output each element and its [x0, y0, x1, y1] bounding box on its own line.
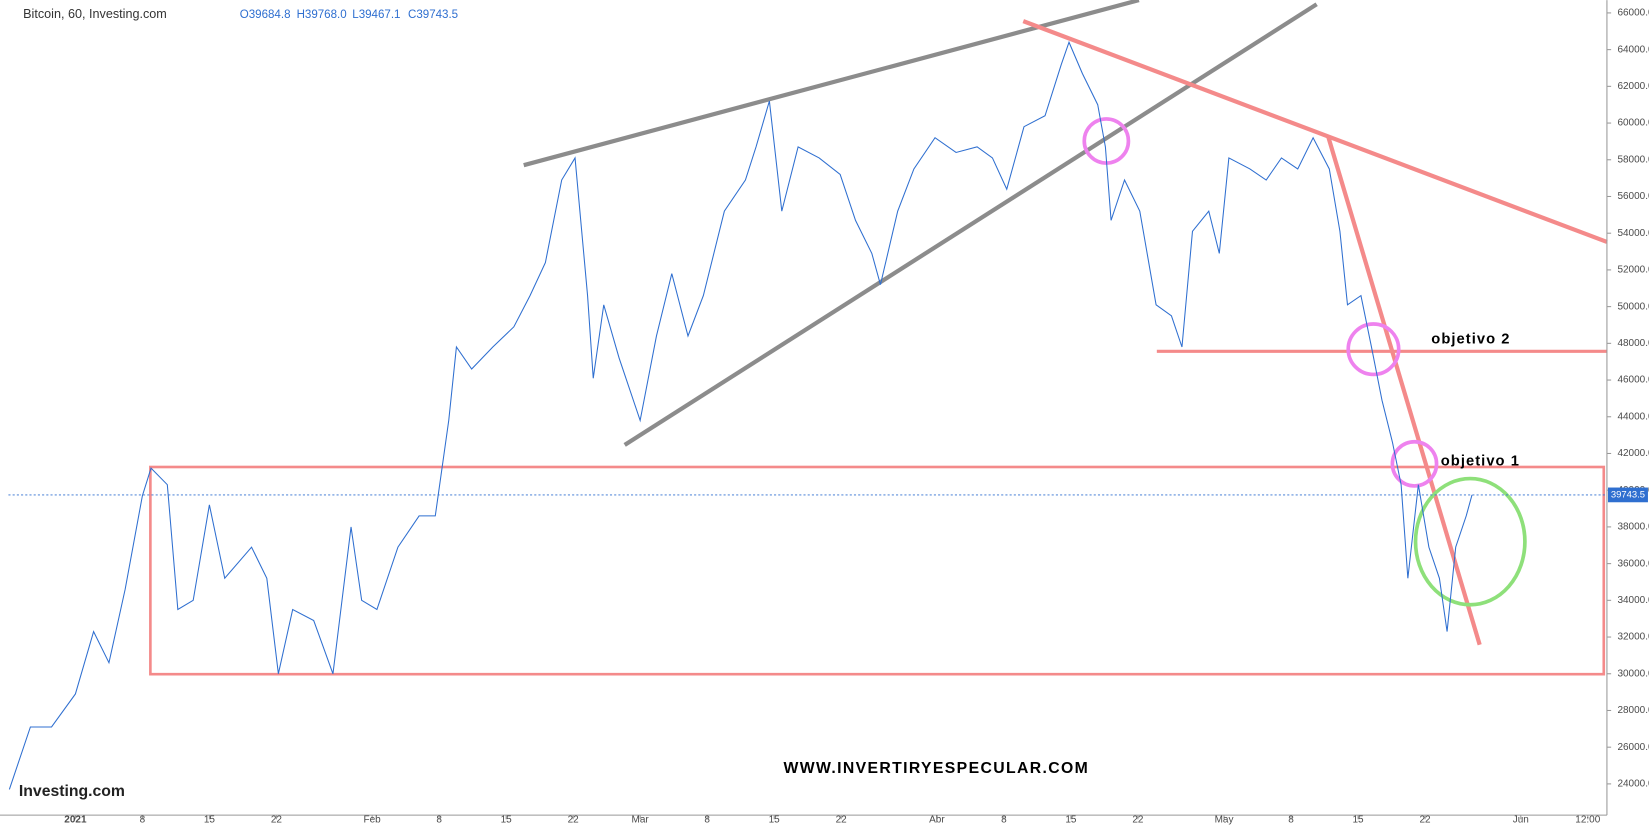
x-tick-label: 15: [769, 814, 781, 825]
y-tick-label: 60000.0: [1617, 118, 1649, 129]
y-tick-label: 38000.0: [1617, 522, 1649, 533]
y-tick-label: 32000.0: [1617, 632, 1649, 643]
highlight-ellipse: [1413, 476, 1527, 607]
last-price-box: [1607, 487, 1648, 503]
x-tick-label: Abr: [929, 814, 945, 825]
x-tick-label: 8: [1001, 814, 1007, 825]
y-tick-label: 50000.0: [1617, 301, 1649, 312]
x-tick-label: 15: [1353, 814, 1365, 825]
y-tick-label: 46000.0: [1617, 375, 1649, 386]
y-tick-label: 62000.0: [1617, 81, 1649, 92]
x-tick-label: Mar: [632, 814, 650, 825]
x-tick-label: 8: [704, 814, 710, 825]
y-tick-label: 56000.0: [1617, 191, 1649, 202]
ohlc-close: C39743.5: [408, 9, 458, 21]
x-tick-label: 22: [1132, 814, 1144, 825]
ohlc-low: L39467.1: [352, 9, 400, 21]
chart-title: Bitcoin, 60, Investing.com: [23, 7, 167, 21]
y-tick-label: 44000.0: [1617, 411, 1649, 422]
y-tick-label: 26000.0: [1617, 742, 1649, 753]
x-tick-label: 8: [140, 814, 146, 825]
y-tick-label: 66000.0: [1617, 8, 1649, 19]
range-box: [149, 465, 1606, 676]
y-tick-label: 30000.0: [1617, 668, 1649, 679]
y-tick-label: 36000.0: [1617, 558, 1649, 569]
annotation: objetivo 2: [1431, 332, 1510, 348]
y-tick-label: 58000.0: [1617, 154, 1649, 165]
ohlc-high: H39768.0: [297, 9, 347, 21]
x-tick-label: 22: [271, 814, 283, 825]
ohlc-open: O39684.8: [240, 9, 291, 21]
x-tick-label: 22: [1420, 814, 1432, 825]
highlight-circle: [1390, 439, 1439, 488]
y-tick-label: 54000.0: [1617, 228, 1649, 239]
y-tick-label: 52000.0: [1617, 265, 1649, 276]
x-tick-label: 12:00: [1575, 814, 1600, 825]
x-tick-label: 15: [204, 814, 216, 825]
trend-line: [1326, 136, 1482, 646]
y-tick-label: 24000.0: [1617, 779, 1649, 790]
y-tick-label: 48000.0: [1617, 338, 1649, 349]
trend-line: [1022, 19, 1608, 244]
source-logo: Investing.com: [19, 783, 125, 800]
x-tick-label: 22: [568, 814, 580, 825]
price-line: [8, 40, 1473, 790]
y-tick-label: 34000.0: [1617, 595, 1649, 606]
last-price-label: 39743.5: [1611, 489, 1645, 500]
y-tick-label: 64000.0: [1617, 44, 1649, 55]
x-tick-label: 8: [436, 814, 442, 825]
x-tick-label: 15: [501, 814, 513, 825]
highlight-circle: [1346, 322, 1401, 377]
annotation: objetivo 1: [1441, 454, 1520, 470]
annotation: WWW.INVERTIRYESPECULAR.COM: [783, 760, 1089, 777]
x-tick-label: Jun: [1513, 814, 1529, 825]
drawings: [149, 0, 1608, 676]
x-tick-label: 8: [1288, 814, 1294, 825]
x-tick-label: 2021: [64, 814, 87, 825]
trend-line: [523, 0, 1140, 168]
trend-line: [623, 2, 1318, 447]
x-tick-label: Feb: [364, 814, 382, 825]
x-tick-label: 15: [1065, 814, 1077, 825]
x-tick-label: 22: [836, 814, 848, 825]
x-tick-label: May: [1215, 814, 1234, 825]
y-tick-label: 42000.0: [1617, 448, 1649, 459]
y-tick-label: 28000.0: [1617, 705, 1649, 716]
